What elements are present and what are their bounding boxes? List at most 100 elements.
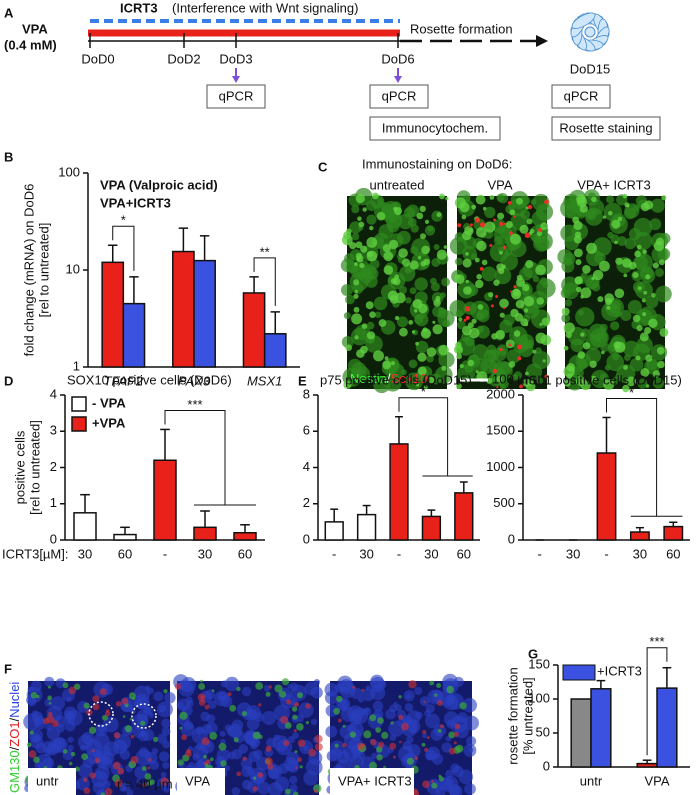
texture-blob — [436, 700, 443, 706]
texture-blob — [220, 680, 228, 688]
panel-letter: C — [318, 159, 328, 174]
texture-blob — [624, 202, 630, 208]
texture-blob — [450, 763, 460, 773]
texture-blob — [470, 253, 478, 260]
texture-blob — [305, 703, 311, 709]
texture-blob — [314, 734, 323, 744]
texture-blob — [179, 711, 188, 720]
chart-title: p75 positive cells (DoD15) — [320, 372, 472, 387]
texture-blob — [377, 717, 384, 724]
texture-blob — [354, 262, 358, 266]
texture-blob — [204, 704, 210, 710]
texture-blob — [489, 244, 493, 247]
texture-blob — [620, 310, 632, 321]
y-tick-label: 4 — [303, 459, 310, 474]
texture-blob — [389, 704, 397, 713]
texture-blob — [414, 686, 423, 696]
x-tick-label: PAX3 — [178, 373, 211, 388]
texture-blob — [503, 222, 507, 226]
texture-blob — [138, 747, 149, 758]
texture-blob — [576, 286, 582, 293]
texture-blob — [519, 224, 529, 234]
texture-blob — [516, 197, 523, 205]
texture-blob — [577, 351, 586, 359]
texture-blob — [542, 282, 549, 289]
legend-label: - VPA — [92, 395, 126, 410]
texture-blob — [525, 371, 529, 376]
texture-blob — [425, 713, 440, 729]
texture-blob — [525, 381, 536, 392]
texture-blob — [437, 729, 442, 733]
texture-blob — [438, 351, 455, 368]
texture-blob — [419, 205, 426, 213]
texture-blob — [454, 274, 461, 280]
icrt3-note: (Interference with Wnt signaling) — [172, 0, 358, 15]
texture-blob — [648, 318, 658, 328]
texture-blob — [599, 260, 610, 272]
texture-blob — [44, 698, 53, 707]
texture-blob — [224, 724, 232, 732]
texture-blob — [409, 260, 419, 270]
texture-blob — [601, 350, 605, 355]
texture-blob — [242, 756, 247, 761]
texture-blob — [201, 724, 213, 735]
texture-blob — [148, 758, 152, 762]
texture-blob — [64, 720, 76, 732]
texture-blob — [524, 308, 529, 313]
significance-bracket — [606, 397, 658, 517]
texture-blob — [463, 286, 472, 295]
texture-blob — [572, 216, 580, 224]
texture-blob — [563, 365, 575, 378]
texture-blob — [474, 257, 480, 263]
texture-blob — [626, 376, 636, 387]
texture-blob — [353, 279, 360, 286]
texture-blob — [510, 233, 521, 245]
texture-blob — [530, 199, 537, 205]
texture-blob — [181, 734, 188, 741]
texture-blob — [513, 215, 516, 218]
legend-swatch — [71, 396, 87, 412]
texture-blob — [30, 680, 42, 692]
texture-blob — [174, 683, 182, 690]
significance-label: *** — [649, 634, 664, 649]
texture-blob — [121, 782, 131, 792]
texture-blob — [642, 312, 647, 317]
image-title: untreated — [370, 177, 425, 192]
texture-blob — [525, 363, 543, 380]
texture-blob — [497, 212, 505, 220]
stain-name: Sox10 — [390, 371, 427, 386]
texture-blob — [433, 244, 440, 250]
significance-label: * — [629, 385, 634, 400]
texture-blob — [445, 197, 449, 201]
texture-blob — [246, 717, 260, 731]
texture-blob — [459, 363, 464, 369]
texture-blob — [314, 743, 323, 751]
texture-blob — [403, 690, 415, 702]
rosette-outline — [131, 703, 157, 729]
significance-bracket — [164, 409, 226, 505]
texture-blob — [645, 384, 650, 388]
texture-blob — [160, 771, 167, 778]
texture-blob — [142, 782, 147, 787]
texture-blob — [134, 693, 150, 710]
texture-blob — [216, 748, 230, 762]
legend-swatch — [562, 664, 596, 681]
bar — [153, 459, 177, 541]
texture-blob — [289, 775, 298, 785]
texture-blob — [624, 354, 631, 361]
texture-blob — [617, 216, 623, 222]
texture-blob — [161, 718, 171, 728]
bar — [596, 452, 617, 541]
texture-blob — [408, 320, 414, 325]
texture-blob — [394, 315, 400, 321]
texture-blob — [499, 378, 509, 389]
texture-blob — [369, 311, 376, 319]
y-tick-label: 1 — [73, 358, 80, 373]
texture-blob — [479, 267, 484, 271]
texture-blob — [495, 329, 506, 340]
y-tick-label: 6 — [303, 423, 310, 438]
texture-blob — [439, 292, 446, 299]
texture-blob — [475, 370, 479, 374]
texture-blob — [342, 742, 347, 748]
texture-blob — [441, 365, 447, 371]
